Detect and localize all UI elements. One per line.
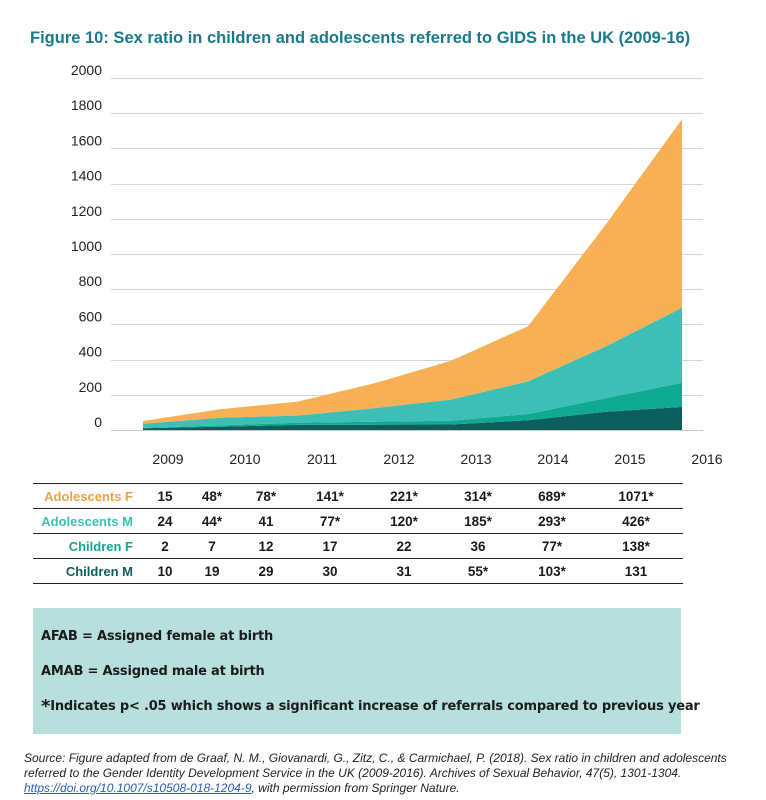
row-label: Adolescents M	[41, 513, 133, 529]
table-row: Adolescents M 24 44* 41 77* 120* 185* 293* 426*	[33, 508, 683, 534]
table-cell: 120*	[390, 513, 418, 529]
table-cell: 41	[258, 513, 274, 529]
x-tick-label: 2014	[537, 451, 568, 467]
table-cell: 138*	[622, 538, 650, 554]
x-tick-label: 2016	[691, 451, 722, 467]
table-cell: 2	[161, 538, 169, 554]
table-cell: 17	[322, 538, 338, 554]
x-tick-label: 2013	[460, 451, 491, 467]
y-tick-label: 1800	[71, 97, 102, 113]
area-series	[143, 119, 682, 430]
area-children-f	[143, 382, 682, 429]
area-adolescents-m	[143, 307, 682, 428]
table-cell: 44*	[201, 513, 223, 529]
y-tick-label: 2000	[71, 62, 102, 78]
table-cell: 77*	[319, 513, 341, 529]
y-tick-label: 200	[79, 379, 103, 395]
x-tick-label: 2011	[307, 451, 337, 467]
x-tick-label: 2010	[229, 451, 260, 467]
row-label: Children M	[65, 563, 133, 579]
table-cell: 55*	[467, 563, 489, 579]
source-suffix: , with permission from Springer Nature.	[251, 781, 460, 795]
table-cell: 29	[258, 563, 274, 579]
table-cell: 19	[204, 563, 220, 579]
table-cell: 141*	[316, 488, 344, 504]
source-text: Source: Figure adapted from de Graaf, N.…	[24, 751, 727, 780]
y-tick-label: 400	[79, 344, 103, 360]
table-cell: 15	[157, 488, 173, 504]
x-tick-label: 2015	[614, 451, 645, 467]
x-axis-ticks: 2009 2010 2011 2012 2013 2014 2015 2016	[152, 451, 722, 467]
data-table: Adolescents F 15 48* 78* 141* 221* 314* 689* 107…	[33, 483, 683, 584]
table-cell: 12	[258, 538, 274, 554]
table-cell: 426*	[622, 513, 650, 529]
chart-title: Figure 10: Sex ratio in children and ado…	[30, 29, 691, 47]
table-cell: 48*	[201, 488, 223, 504]
y-tick-label: 0	[94, 414, 102, 430]
y-axis-ticks: 0 200 400 600 800 1000 1200 1400 1600 1800 2000	[71, 62, 102, 430]
x-tick-label: 2012	[383, 451, 414, 467]
source-citation: Source: Figure adapted from de Graaf, N.…	[24, 751, 744, 796]
table-cell: 1071*	[618, 488, 654, 504]
table-cell: 221*	[390, 488, 418, 504]
table-cell: 131	[624, 563, 648, 579]
table-cell: 78*	[255, 488, 277, 504]
x-tick-label: 2009	[152, 451, 183, 467]
table-cell: 31	[396, 563, 412, 579]
table-row: Children M 10 19 29 30 31 55* 103* 131	[33, 558, 683, 584]
y-tick-label: 1000	[71, 238, 102, 254]
stacked-area-chart: 0 200 400 600 800 1000 1200 1400 1600 1800 2000 20…	[71, 62, 723, 467]
note-significance: *Indicates p< .05 which shows a signific…	[41, 696, 700, 717]
doi-link[interactable]: https://doi.org/10.1007/s10508-018-1204-…	[24, 781, 252, 795]
area-adolescents-f	[143, 119, 682, 424]
table-cell: 293*	[538, 513, 566, 529]
note-significance-text: Indicates p< .05 which shows a significa…	[50, 699, 700, 714]
table-row: Adolescents F 15 48* 78* 141* 221* 314* 689* 107…	[33, 483, 683, 509]
table-cell: 24	[157, 513, 173, 529]
notes-box: AFAB = Assigned female at birth AMAB = A…	[33, 608, 700, 734]
row-label: Children F	[68, 538, 133, 554]
table-cell: 7	[208, 538, 216, 554]
table-cell: 36	[470, 538, 486, 554]
note-amab: AMAB = Assigned male at birth	[41, 664, 265, 679]
row-label: Adolescents F	[44, 488, 133, 504]
table-cell: 77*	[541, 538, 563, 554]
table-cell: 22	[396, 538, 412, 554]
y-tick-label: 800	[79, 273, 103, 289]
y-tick-label: 1200	[71, 203, 102, 219]
table-cell: 10	[157, 563, 173, 579]
y-tick-label: 600	[79, 308, 103, 324]
y-tick-label: 1400	[71, 168, 102, 184]
table-row: Children F 2 7 12 17 22 36 77* 138*	[33, 533, 683, 559]
table-cell: 314*	[464, 488, 492, 504]
y-tick-label: 1600	[71, 132, 102, 148]
table-cell: 185*	[464, 513, 492, 529]
table-cell: 689*	[538, 488, 566, 504]
note-afab: AFAB = Assigned female at birth	[41, 629, 274, 644]
area-children-m	[143, 406, 682, 430]
table-cell: 103*	[538, 563, 566, 579]
table-cell: 30	[322, 563, 338, 579]
asterisk: *	[41, 696, 51, 717]
